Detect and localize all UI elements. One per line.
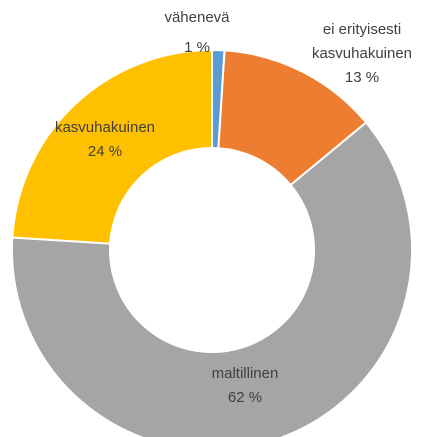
- category-label: vähenevä: [164, 9, 230, 26]
- donut-slice: [11, 121, 413, 437]
- value-label: 13 %: [344, 69, 380, 86]
- category-label: ei erityisesti kasvuhakuinen: [311, 21, 413, 62]
- value-label: 24 %: [87, 143, 123, 160]
- category-label: kasvuhakuinen: [54, 119, 156, 136]
- data-label: ei erityisesti kasvuhakuinen 13 %: [292, 18, 432, 90]
- category-label: maltillinen: [211, 365, 279, 382]
- donut-slice: [11, 48, 213, 245]
- data-label: maltillinen 62 %: [175, 362, 315, 410]
- value-label: 62 %: [227, 389, 263, 406]
- data-label: kasvuhakuinen 24 %: [35, 116, 175, 164]
- data-label: vähenevä 1 %: [137, 6, 257, 60]
- value-label: 1 %: [184, 39, 210, 56]
